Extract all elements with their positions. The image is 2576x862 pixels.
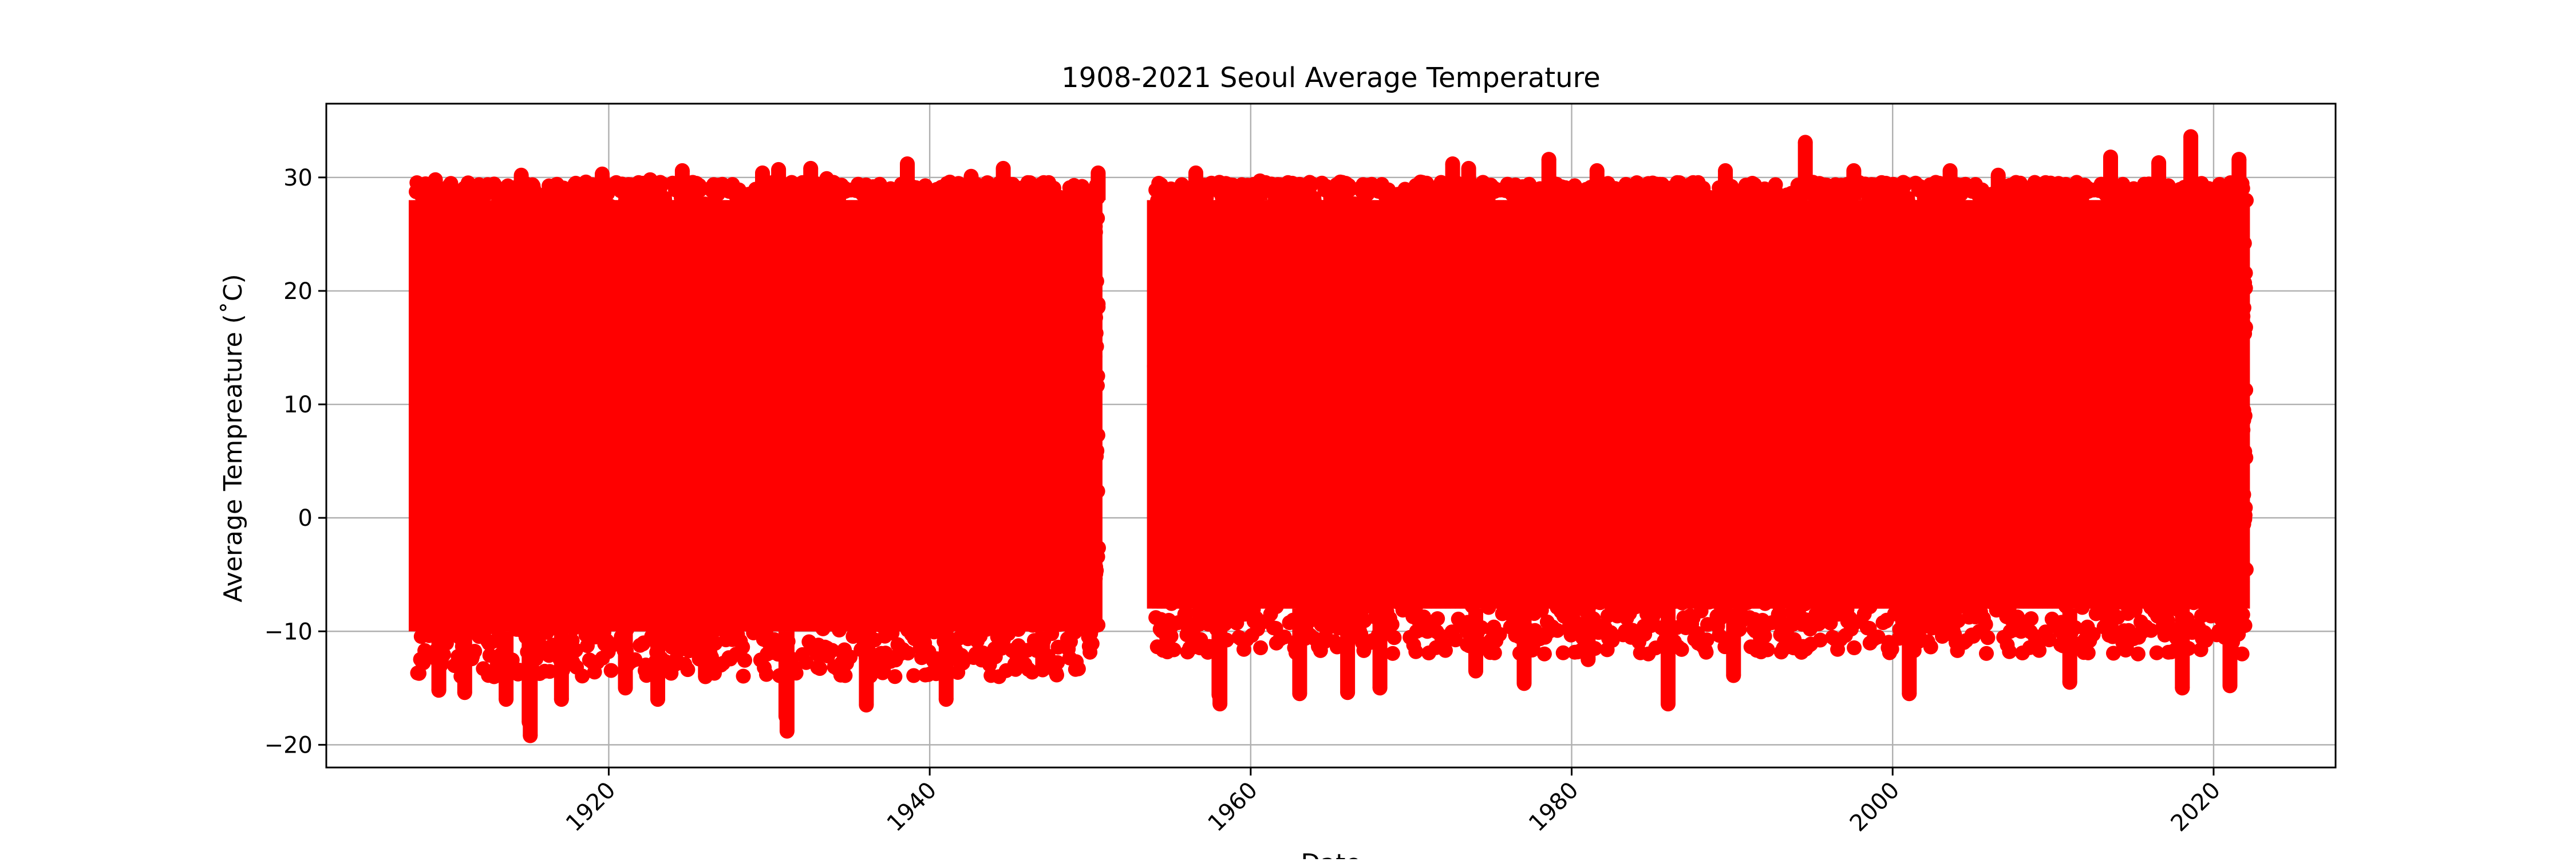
chart-title: 1908-2021 Seoul Average Temperature [1061,62,1601,94]
data-point [812,661,827,676]
data-point [735,640,750,655]
data-point [604,663,619,678]
x-axis-label: Date [1301,849,1361,859]
data-point [887,669,902,684]
data-points [409,129,2254,743]
data-point [759,667,774,682]
y-axis-label: Average Tempreature (˚C) [219,274,248,602]
data-point [737,653,752,668]
data-point [736,669,751,684]
data-point [680,662,695,677]
